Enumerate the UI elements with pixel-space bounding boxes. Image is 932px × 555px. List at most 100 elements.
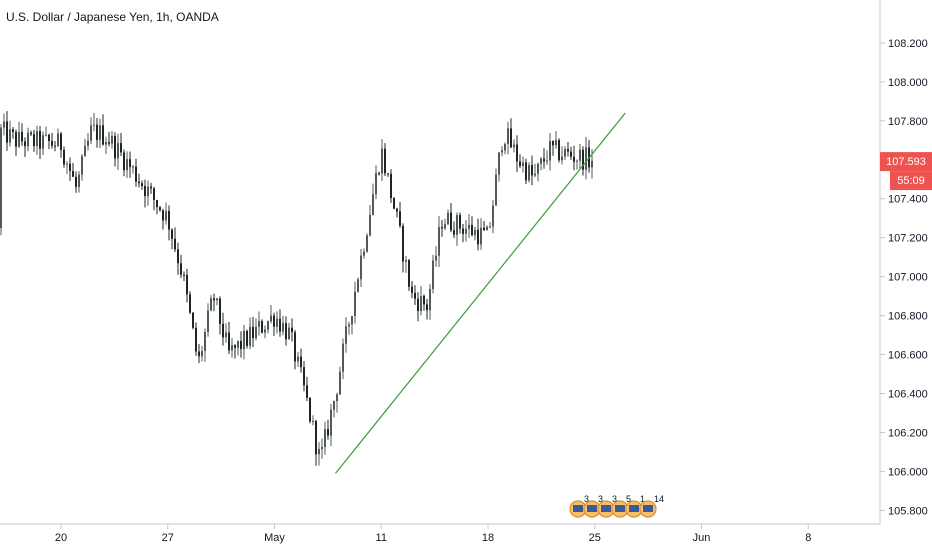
candle-body [360,255,362,280]
candle-body [531,165,533,176]
candle-body [468,224,470,229]
candle-body [363,251,365,256]
candle-body [312,420,314,422]
candle-body [246,330,248,346]
candle-body [207,310,209,332]
price-axis[interactable]: 105.800 106.000 106.200 106.400 106.600 106.8… [880,38,928,518]
candles-layer [0,111,593,466]
price-tick-label: 107.800 [888,116,928,128]
candle-body [18,131,20,147]
candle-body [354,291,356,317]
candle-body [141,183,143,186]
candle-body [273,315,275,327]
economic-events-row[interactable]: 3 3 3 5 1 14 [569,494,664,518]
candle-body [240,340,242,350]
candle-body [114,135,116,159]
candle-body [69,163,71,172]
candle-body [162,210,164,221]
price-tick-label: 107.000 [888,272,928,284]
candle-body [219,298,221,324]
candle-body [270,315,272,322]
candle-body [24,141,26,147]
candle-body [381,148,383,174]
candle-body [528,165,530,181]
last-price-label: 107.593 [886,156,926,168]
candle-body [558,140,560,161]
time-tick-label: 8 [805,532,811,544]
candle-body [420,295,422,312]
candle-body [3,121,5,128]
candle-body [321,446,323,449]
candle-body [501,150,503,153]
candle-body [546,160,548,162]
candle-body [39,131,41,149]
time-axis[interactable]: 20 27 May 11 18 25 Jun 8 [55,524,811,544]
candle-body [132,166,134,168]
candle-body [99,125,101,140]
candle-body [108,142,110,144]
candle-body [504,143,506,151]
candle-body [348,324,350,327]
price-tick-label: 105.800 [888,505,928,517]
candle-body [315,420,317,455]
candle-body [441,227,443,229]
candle-body [336,394,338,402]
candle-body [591,160,593,168]
candle-body [15,131,17,147]
candle-body [513,144,515,148]
candle-body [555,140,557,146]
candle-body [183,274,185,276]
time-tick-label: Jun [693,532,711,544]
candle-body [120,143,122,153]
candle-body [477,229,479,245]
us-flag-icon [587,505,597,512]
event-count: 3 [598,494,603,504]
candle-body [171,229,173,239]
candle-body [462,228,464,234]
candle-body [192,312,194,328]
candle-body [324,429,326,447]
candle-body [198,351,200,357]
trendline[interactable] [335,112,626,474]
candle-body [123,152,125,171]
candle-body [90,125,92,141]
candle-body [63,149,65,165]
candle-body [507,128,509,144]
candle-body [177,249,179,264]
candle-body [471,224,473,236]
candle-body [411,286,413,293]
candle-body [540,158,542,164]
candle-body [279,318,281,332]
candle-body [333,401,335,410]
candle-body [150,186,152,189]
candle-body [195,327,197,352]
candle-body [78,174,80,187]
candle-body [570,151,572,157]
candle-body [72,171,74,177]
candle-body [21,131,23,142]
time-tick-label: 20 [55,532,67,544]
candle-body [237,340,239,348]
candle-body [357,279,359,292]
candle-body [249,326,251,346]
event-count: 1 [640,494,645,504]
time-tick-label: 27 [162,532,174,544]
candle-body [543,158,545,162]
candle-body [228,332,230,351]
candle-body [534,173,536,176]
candle-body [144,185,146,197]
candle-body [423,295,425,305]
candle-body [327,429,329,436]
candle-body [51,141,53,146]
candle-body [447,212,449,225]
countdown-tag-bg [890,171,932,191]
candle-body [459,215,461,229]
candle-body [537,163,539,174]
candle-body [549,140,551,161]
candle-body [96,124,98,140]
candle-body [456,215,458,235]
candle-body [303,367,305,386]
candle-body [408,260,410,287]
